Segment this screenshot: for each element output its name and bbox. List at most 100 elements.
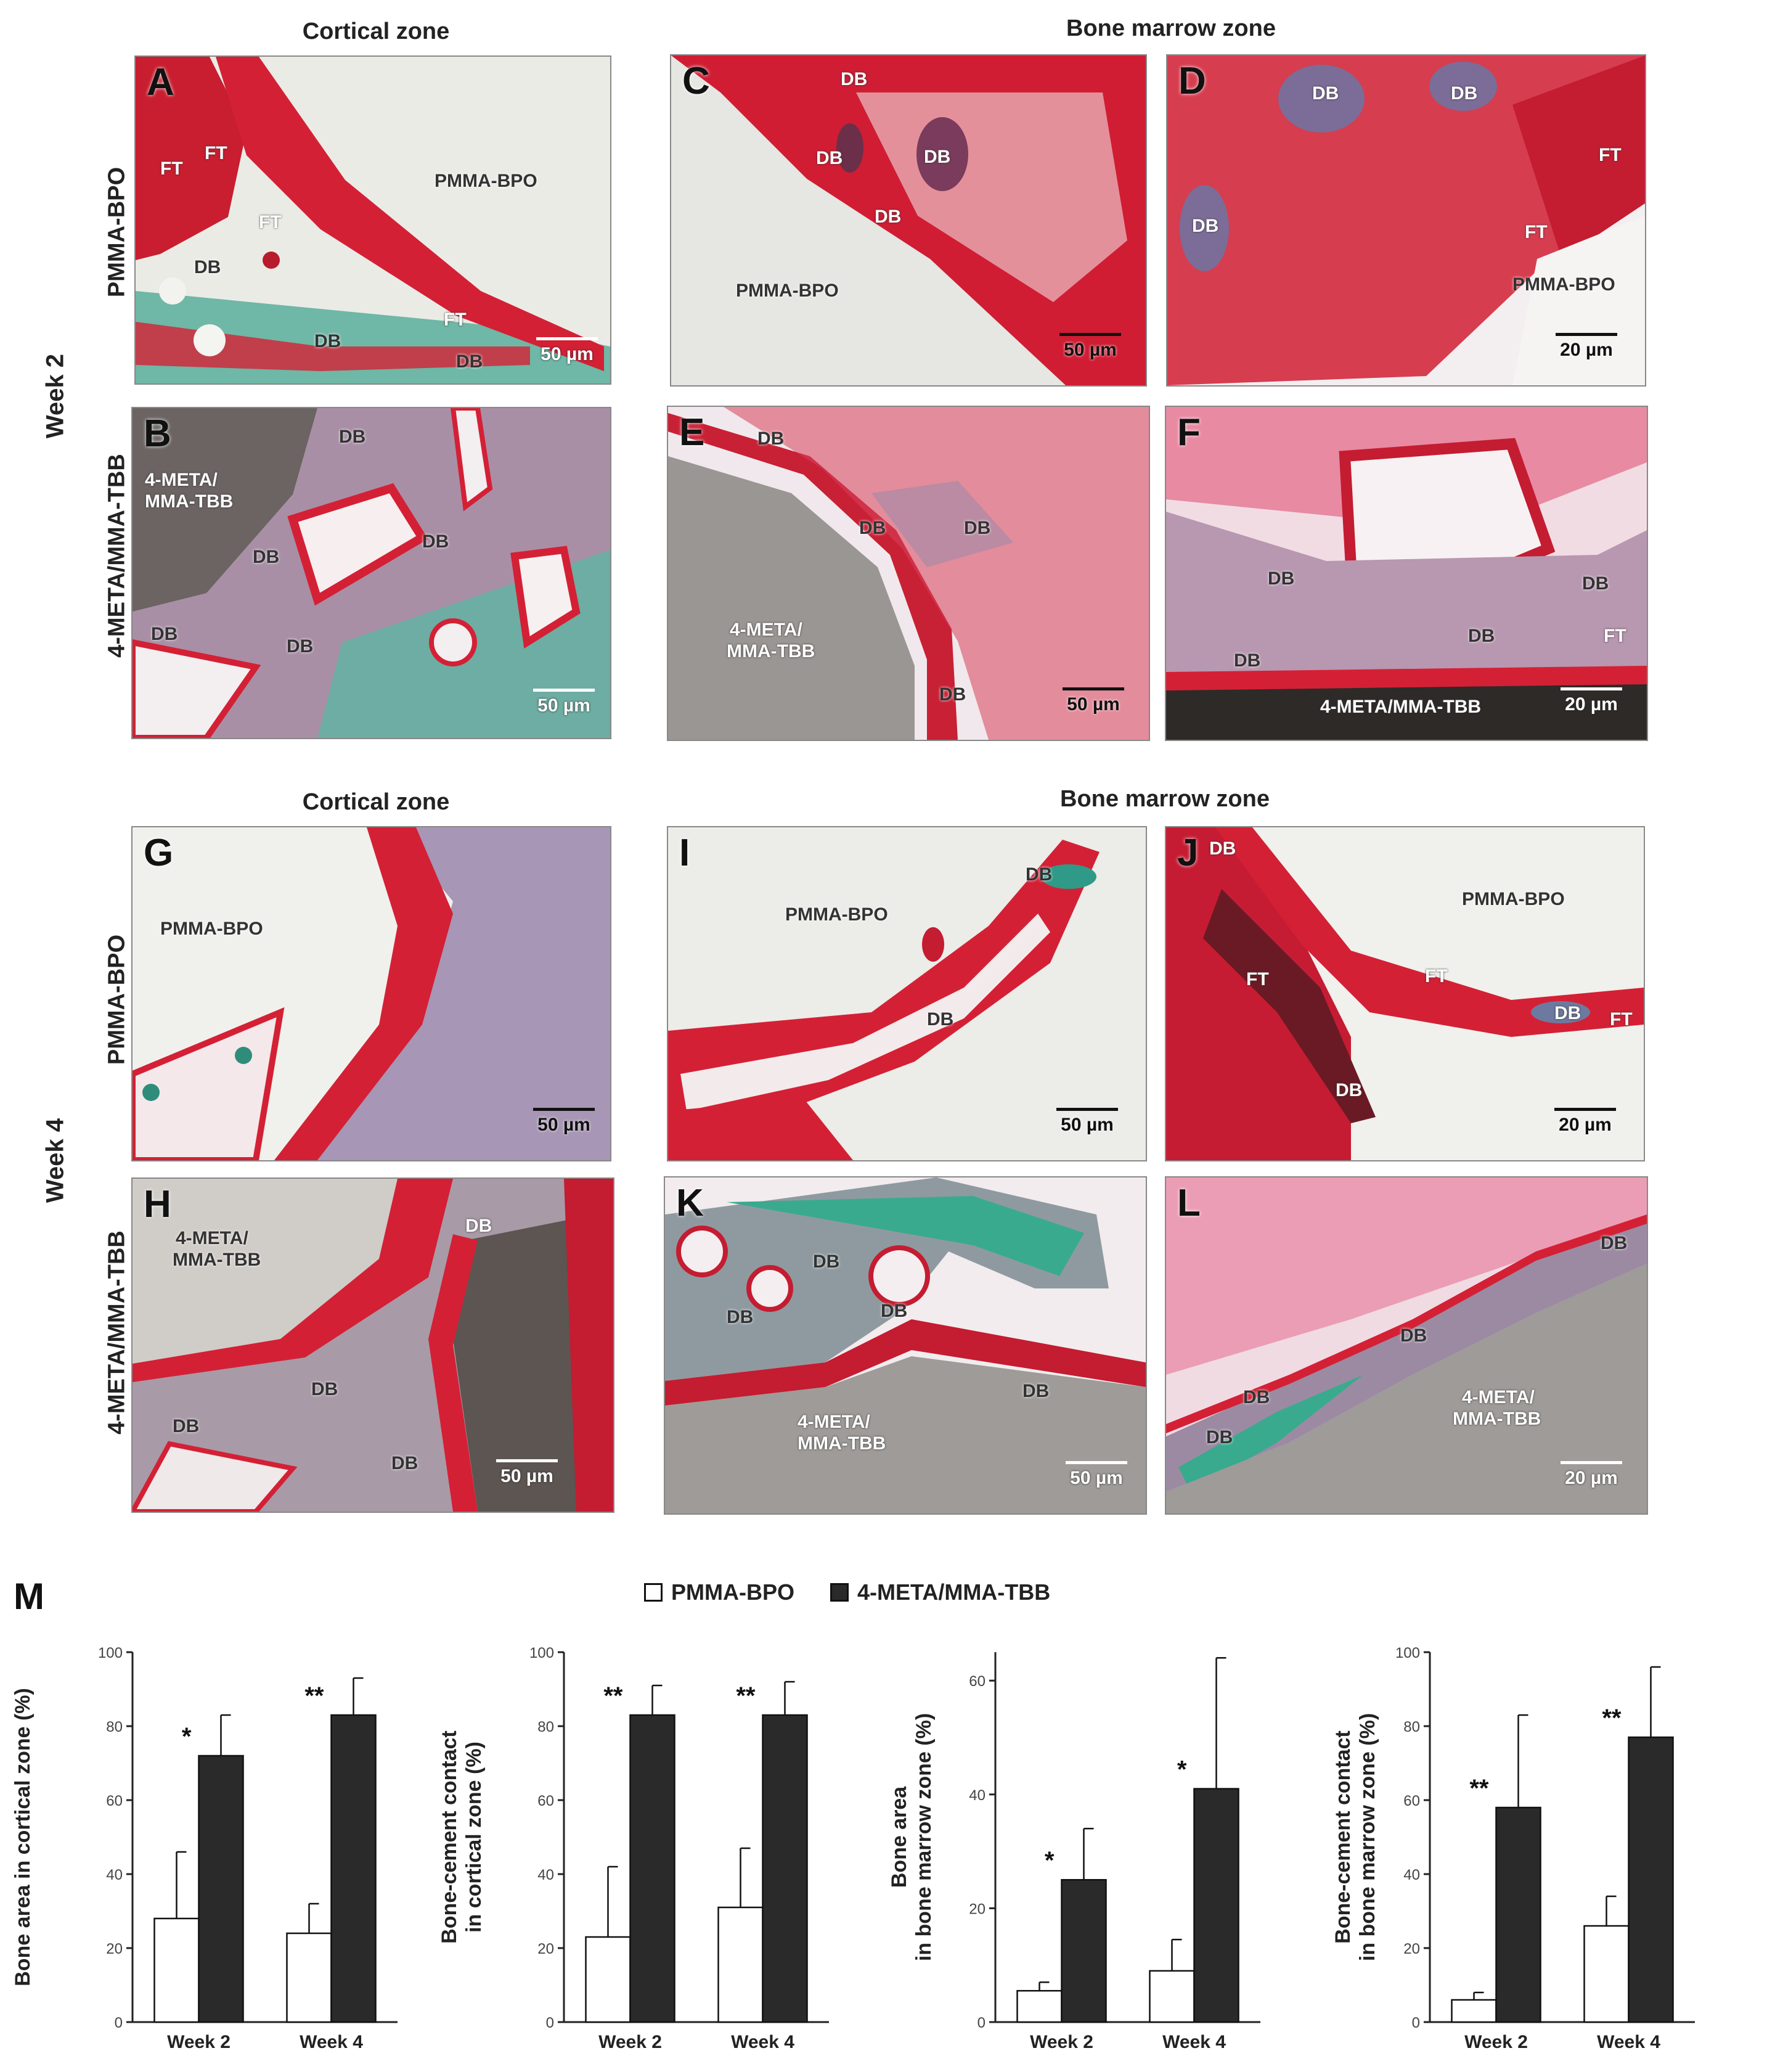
panel-d-image	[1167, 55, 1645, 385]
bar-meta	[1061, 1878, 1107, 2023]
label-ft: FT	[1246, 969, 1269, 989]
scale-bar: 50 µm	[530, 337, 604, 365]
label-db: DB	[287, 636, 314, 657]
y-tick-label: 60	[969, 1673, 986, 1690]
micrograph-panel-i: I PMMA-BPO DB DB 50 µm	[667, 826, 1147, 1161]
y-tick-label: 100	[98, 1645, 123, 1661]
label-db: DB	[1026, 864, 1053, 885]
legend-label-meta: 4-META/MMA-TBB	[857, 1579, 1051, 1605]
label-db: DB	[1268, 568, 1295, 589]
micrograph-panel-b: B 4-META/ MMA-TBB DB DB DB DB DB 50 µm	[131, 407, 611, 739]
x-tick-label: Week 2	[598, 2032, 662, 2052]
y-tick-label: 0	[977, 2015, 986, 2031]
header-marrow-week2: Bone marrow zone	[1066, 15, 1276, 41]
micrograph-panel-a: A FT FT FT DB PMMA-BPO DB FT DB 50 µm	[134, 55, 611, 385]
significance-marker: *	[1045, 1847, 1055, 1874]
label-db: DB	[757, 428, 785, 449]
panel-letter-k: K	[676, 1182, 704, 1224]
header-cortical-week4: Cortical zone	[302, 789, 450, 815]
label-meta: MMA-TBB	[1453, 1409, 1541, 1429]
scale-bar: 20 µm	[1554, 687, 1628, 715]
scale-bar: 20 µm	[1549, 333, 1623, 361]
bar-meta	[1193, 1788, 1239, 2023]
chart-legend: PMMA-BPO 4-META/MMA-TBB	[644, 1579, 1050, 1605]
panel-letter-g: G	[144, 832, 174, 874]
label-ft: FT	[444, 309, 467, 330]
label-meta: MMA-TBB	[145, 491, 234, 512]
label-db: DB	[194, 257, 221, 277]
y-tick-label: 20	[537, 1941, 554, 1957]
label-meta: 4-META/	[176, 1228, 248, 1248]
label-pmma-bpo: PMMA-BPO	[1512, 274, 1615, 295]
y-axis-label: Bone-cement contactin bone marrow zone (…	[1331, 1713, 1379, 1961]
label-db: DB	[816, 148, 843, 168]
micrograph-panel-k: K DB DB DB 4-META/ MMA-TBB DB 50 µm	[664, 1176, 1147, 1515]
significance-marker: *	[1177, 1756, 1187, 1783]
scale-bar: 50 µm	[1059, 1461, 1133, 1489]
label-db: DB	[339, 427, 366, 447]
panel-j-image	[1166, 827, 1644, 1160]
bar-meta	[330, 1714, 377, 2023]
label-db: DB	[314, 331, 341, 351]
row-label-meta-week4: 4-META/MMA-TBB	[104, 1231, 130, 1435]
bar-meta	[198, 1755, 244, 2023]
row-label-pmma-week2: PMMA-BPO	[104, 166, 130, 298]
label-ft: FT	[1610, 1009, 1633, 1030]
label-meta: 4-META/	[1462, 1387, 1535, 1407]
y-tick-label: 0	[1412, 2015, 1420, 2031]
panel-letter-f: F	[1177, 411, 1201, 454]
bar-meta	[1628, 1736, 1674, 2023]
label-ft: FT	[1604, 626, 1626, 646]
legend-swatch-meta	[830, 1583, 849, 1602]
significance-marker: **	[1469, 1775, 1489, 1802]
panel-letter-i: I	[679, 832, 690, 874]
y-tick-label: 80	[1403, 1719, 1420, 1735]
label-db: DB	[311, 1379, 338, 1399]
panel-letter-b: B	[144, 412, 171, 455]
bar-pmma	[1016, 1989, 1063, 2023]
y-tick-label: 100	[1395, 1645, 1420, 1661]
label-meta: 4-META/MMA-TBB	[1320, 697, 1482, 717]
label-pmma-bpo: PMMA-BPO	[160, 919, 263, 939]
y-tick-label: 80	[537, 1719, 554, 1735]
panel-c-image	[671, 55, 1146, 385]
label-db: DB	[1243, 1387, 1270, 1407]
bar-meta	[1495, 1806, 1541, 2023]
y-tick-label: 60	[537, 1793, 554, 1809]
label-pmma-bpo: PMMA-BPO	[1462, 889, 1565, 909]
chart-contact-marrow: 0 20 40 60 80 100 Bone-cement contactin bone m…	[1331, 1645, 1695, 2052]
panel-a-image	[136, 57, 610, 383]
scale-bar: 50 µm	[527, 1108, 601, 1136]
y-tick-label: 20	[106, 1941, 123, 1957]
significance-marker: **	[603, 1682, 623, 1710]
header-cortical-week2: Cortical zone	[302, 18, 450, 44]
label-db: DB	[1400, 1325, 1427, 1346]
label-db: DB	[1582, 573, 1609, 594]
y-tick-label: 40	[969, 1787, 986, 1804]
y-tick-label: 40	[537, 1867, 554, 1883]
label-db: DB	[1554, 1003, 1581, 1023]
label-db: DB	[1312, 83, 1339, 104]
label-meta: 4-META/	[730, 620, 802, 640]
label-pmma-bpo: PMMA-BPO	[736, 280, 839, 301]
label-db: DB	[1209, 838, 1236, 859]
x-tick-label: Week 4	[1597, 2032, 1660, 2052]
micrograph-panel-g: G PMMA-BPO 50 µm	[131, 826, 611, 1161]
label-db: DB	[391, 1453, 418, 1473]
label-pmma-bpo: PMMA-BPO	[435, 171, 537, 191]
label-db: DB	[1601, 1233, 1628, 1253]
label-pmma-bpo: PMMA-BPO	[785, 904, 888, 925]
panel-g-image	[133, 827, 610, 1160]
bar-pmma	[1451, 1999, 1497, 2023]
scale-bar: 50 µm	[1056, 687, 1130, 715]
x-tick-label: Week 4	[731, 2032, 794, 2052]
micrograph-panel-d: D DB DB DB FT FT PMMA-BPO 20 µm	[1166, 54, 1646, 387]
scale-bar: 20 µm	[1548, 1108, 1622, 1136]
label-db: DB	[727, 1307, 754, 1327]
header-marrow-week4: Bone marrow zone	[1060, 786, 1270, 812]
y-tick-label: 20	[969, 1901, 986, 1917]
panel-letter-l: L	[1177, 1182, 1201, 1224]
row-label-pmma-week4: PMMA-BPO	[104, 934, 130, 1065]
y-tick-label: 40	[1403, 1867, 1420, 1883]
significance-marker: **	[304, 1682, 324, 1710]
